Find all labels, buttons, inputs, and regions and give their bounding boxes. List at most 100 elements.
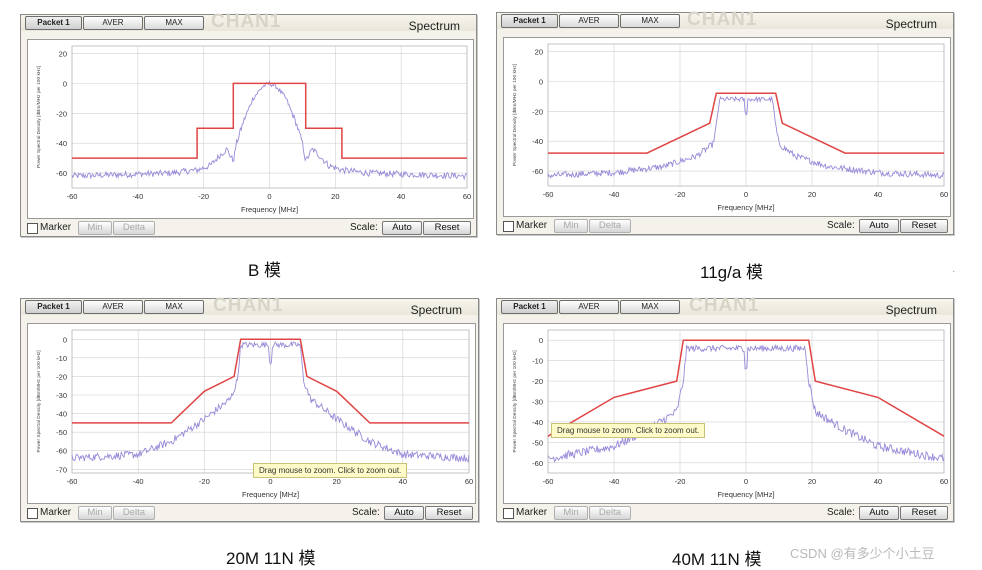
min-button[interactable]: Min xyxy=(78,221,112,235)
scale-label: Scale: xyxy=(827,507,855,518)
caption-11ga-mode: 11g/a 模 xyxy=(700,263,764,282)
delta-button[interactable]: Delta xyxy=(589,219,631,233)
x-axis-label: Frequency [MHz] xyxy=(241,205,298,214)
spectral-mask-line xyxy=(547,339,945,437)
tab-max[interactable]: MAX xyxy=(144,300,204,314)
x-tick-label: -60 xyxy=(67,192,78,201)
marker-checkbox[interactable] xyxy=(27,508,38,519)
delta-button[interactable]: Delta xyxy=(589,506,631,520)
reset-button[interactable]: Reset xyxy=(423,221,471,235)
x-tick-label: -40 xyxy=(133,477,144,486)
spectrum-panel-11ga: Packet 1 AVER MAX CHAN1 Spectrum -60 -40-… xyxy=(496,9,954,235)
plot-frame xyxy=(547,43,945,187)
delta-button[interactable]: Delta xyxy=(113,221,155,235)
tab-aver[interactable]: AVER xyxy=(83,300,143,314)
y-tick-label: 20 xyxy=(535,47,543,56)
y-tick-label: -70 xyxy=(56,465,67,474)
marker-label: Marker xyxy=(40,507,72,518)
x-tick-label: 0 xyxy=(267,192,271,201)
tab-max[interactable]: MAX xyxy=(620,14,680,28)
spectral-mask-line xyxy=(72,338,469,424)
scale-label: Scale: xyxy=(827,220,855,231)
scale-label: Scale: xyxy=(352,507,380,518)
min-button[interactable]: Min xyxy=(554,506,588,520)
reset-button[interactable]: Reset xyxy=(425,506,473,520)
measured-spectrum-line xyxy=(547,343,945,463)
y-tick-label: -30 xyxy=(56,391,67,400)
tab-aver[interactable]: AVER xyxy=(83,16,143,30)
x-tick-label: -20 xyxy=(199,477,210,486)
spectrum-chart[interactable]: -60 -40 -20 0 20 40 600-10-20-30-40-50-60-70Fr… xyxy=(28,324,475,503)
x-tick-label: 0 xyxy=(268,477,272,486)
scale-label: Scale: xyxy=(350,222,378,233)
reset-button[interactable]: Reset xyxy=(900,219,948,233)
spectrum-chart[interactable]: -60 -40 -20 0 20 40 60 0 -10 -20 -30 -40 -50 -60 Frequ… xyxy=(504,324,950,503)
spectrum-chart[interactable]: -60 -40 -20 0 20 40 60 20 0 -20 -40 -60 Frequency [M… xyxy=(28,40,473,218)
y-tick-label: 20 xyxy=(59,49,67,58)
spectrum-label: Spectrum xyxy=(885,303,937,317)
measured-spectrum-line xyxy=(71,79,468,181)
y-tick-label: 0 xyxy=(539,77,543,86)
y-tick-label: -40 xyxy=(532,137,543,146)
y-tick-label: -50 xyxy=(532,438,543,447)
x-axis-label: Frequency [MHz] xyxy=(717,490,774,499)
marker-checkbox[interactable] xyxy=(503,221,514,232)
tab-packet-1[interactable]: Packet 1 xyxy=(501,14,558,28)
plot-area[interactable]: -60 -40 -20 0 20 40 60 0 -10 -20 -30 -40 -50 -60 -70 Fr… xyxy=(27,323,476,504)
caption-20m-11n-mode: 20M 11N 模 xyxy=(226,549,316,568)
tab-max[interactable]: MAX xyxy=(620,300,680,314)
auto-button[interactable]: Auto xyxy=(859,219,899,233)
x-tick-label: 40 xyxy=(874,190,882,199)
y-axis-label: Power Spectral Density [dBm/MHz per 100 … xyxy=(512,350,518,452)
x-tick-label: -40 xyxy=(609,477,620,486)
x-axis-label: Frequency [MHz] xyxy=(717,203,774,212)
tab-aver[interactable]: AVER xyxy=(559,14,619,28)
zoom-tooltip: Drag mouse to zoom. Click to zoom out. xyxy=(551,423,706,438)
spectrum-chart[interactable]: -60 -40 -20 0 20 40 60 20 0 -20 -40 -60 Frequency [M… xyxy=(504,38,950,216)
x-tick-label: 20 xyxy=(808,190,816,199)
caption-b-mode: B 模 xyxy=(248,261,282,280)
tab-packet-1[interactable]: Packet 1 xyxy=(501,300,558,314)
spectrum-panel-40m-11n: Packet 1 AVER MAX CHAN1 Spectrum -60 -40-… xyxy=(496,295,954,522)
csdn-credit: CSDN @有多少个小土豆 xyxy=(790,546,935,561)
marker-checkbox[interactable] xyxy=(27,223,38,234)
marker-checkbox[interactable] xyxy=(503,508,514,519)
x-tick-label: 40 xyxy=(397,192,405,201)
measured-spectrum-line xyxy=(547,95,945,179)
min-button[interactable]: Min xyxy=(78,506,112,520)
y-tick-label: -20 xyxy=(56,109,67,118)
auto-button[interactable]: Auto xyxy=(384,506,424,520)
tab-packet-1[interactable]: Packet 1 xyxy=(25,16,82,30)
y-tick-label: -20 xyxy=(56,372,67,381)
y-tick-label: -60 xyxy=(532,459,543,468)
corner-dot: · xyxy=(952,266,956,277)
tab-packet-1[interactable]: Packet 1 xyxy=(25,300,82,314)
marker-label: Marker xyxy=(40,222,72,233)
x-tick-label: -60 xyxy=(67,477,78,486)
spectral-mask-line xyxy=(72,82,467,159)
bottom-bar: Marker Min Delta Scale: Auto Reset xyxy=(497,505,953,521)
y-tick-label: -50 xyxy=(56,428,67,437)
min-button[interactable]: Min xyxy=(554,219,588,233)
plot-frame xyxy=(547,329,945,474)
spectrum-label: Spectrum xyxy=(410,303,462,317)
auto-button[interactable]: Auto xyxy=(382,221,422,235)
delta-button[interactable]: Delta xyxy=(113,506,155,520)
tab-aver[interactable]: AVER xyxy=(559,300,619,314)
bottom-bar: Marker Min Delta Scale: Auto Reset xyxy=(497,218,953,234)
reset-button[interactable]: Reset xyxy=(900,506,948,520)
plot-area[interactable]: -60 -40 -20 0 20 40 60 20 0 -20 -40 -60 Frequency [M… xyxy=(27,39,474,219)
y-tick-label: -20 xyxy=(532,107,543,116)
x-tick-label: 20 xyxy=(808,477,816,486)
plot-area[interactable]: -60 -40 -20 0 20 40 60 20 0 -20 -40 -60 Frequency [M… xyxy=(503,37,951,217)
y-tick-label: -40 xyxy=(56,410,67,419)
plot-area[interactable]: -60 -40 -20 0 20 40 60 0 -10 -20 -30 -40 -50 -60 Frequ… xyxy=(503,323,951,504)
y-tick-label: -10 xyxy=(532,357,543,366)
y-tick-label: -60 xyxy=(56,447,67,456)
channel-watermark: CHAN1 xyxy=(687,9,758,30)
y-tick-label: -60 xyxy=(532,167,543,176)
tab-max[interactable]: MAX xyxy=(144,16,204,30)
auto-button[interactable]: Auto xyxy=(859,506,899,520)
y-tick-label: -60 xyxy=(56,169,67,178)
plot-frame xyxy=(71,45,468,189)
